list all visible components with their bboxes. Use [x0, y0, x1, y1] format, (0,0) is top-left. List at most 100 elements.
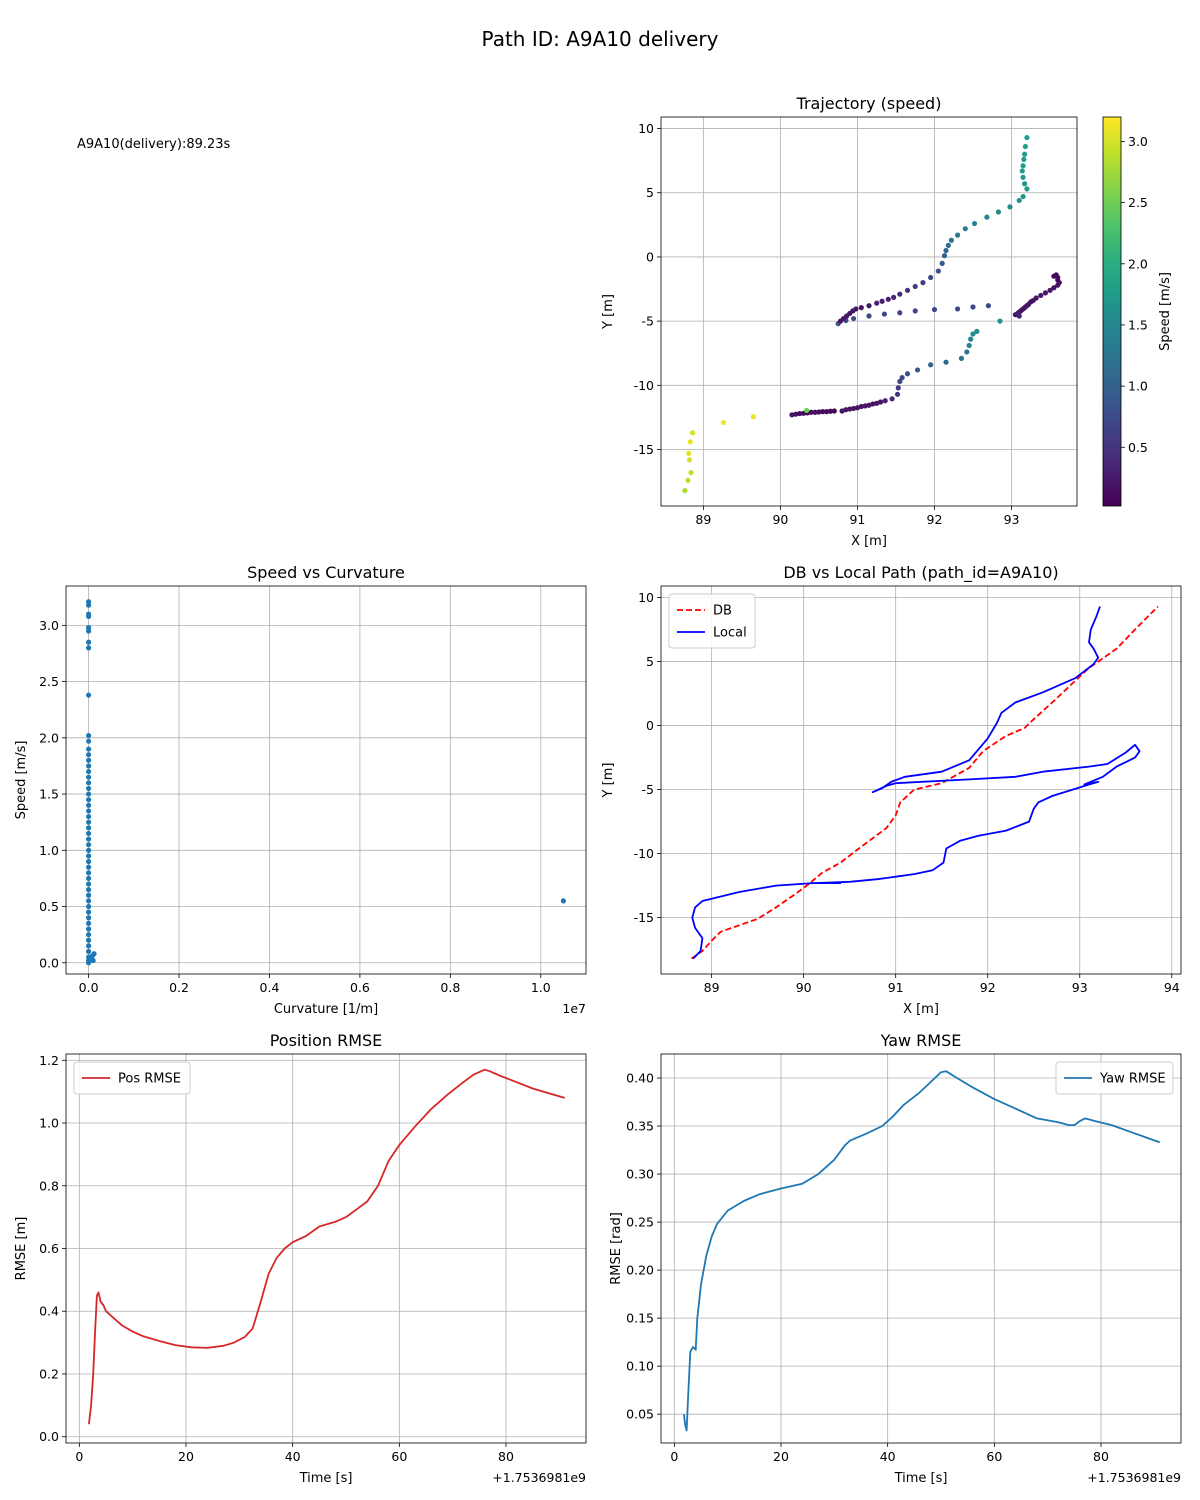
x-tick-label: 89	[704, 980, 720, 995]
data-point	[881, 311, 888, 317]
colorbar-tick-label: 0.5	[1128, 440, 1148, 455]
data-point	[687, 439, 693, 445]
legend-label: Local	[713, 626, 747, 641]
y-tick-label: 0.35	[626, 1119, 654, 1134]
axes-frame	[660, 116, 1078, 507]
x-axis-label: Curvature [1/m]	[274, 1002, 378, 1017]
data-point	[86, 898, 92, 904]
legend-label: Pos RMSE	[118, 1072, 181, 1087]
data-point	[877, 399, 884, 405]
data-point	[939, 260, 945, 266]
data-point	[858, 403, 864, 410]
data-point	[86, 785, 92, 792]
x-tick-label: 94	[1164, 980, 1180, 995]
data-point	[882, 398, 888, 404]
y-tick-label: 0	[646, 249, 654, 264]
data-point	[750, 414, 757, 420]
data-point	[86, 613, 92, 619]
data-point	[827, 408, 834, 414]
chart-title: Yaw RMSE	[880, 1031, 962, 1050]
data-point	[904, 287, 911, 293]
y-tick-label: 1.0	[39, 843, 59, 858]
y-tick-label: 0.6	[39, 1241, 59, 1256]
x-offset-text: +1.7536981e9	[1087, 1470, 1181, 1485]
x-tick-label: 0	[670, 1449, 678, 1464]
data-point	[686, 457, 693, 463]
y-tick-label: 5	[646, 654, 654, 669]
axes-frame	[65, 585, 587, 975]
chart-position_rmse: 0 20 40 60 80 1.2 1.0 0.8 0.6 0.4 0.2 0.0 Position R…	[14, 1031, 587, 1486]
data-point	[86, 738, 92, 744]
data-point	[86, 858, 92, 865]
colorbar-tick-label: 1.0	[1128, 379, 1148, 394]
data-point	[91, 951, 97, 957]
data-point	[920, 280, 926, 286]
legend-box	[668, 593, 756, 649]
data-point	[820, 409, 826, 415]
x-tick-label: 0.4	[260, 980, 280, 995]
y-tick-label: 5	[646, 185, 654, 200]
y-axis-label: Y [m]	[601, 763, 616, 799]
data-point	[962, 226, 968, 232]
data-point	[86, 732, 92, 739]
data-point	[874, 300, 880, 306]
data-point	[86, 797, 92, 803]
data-point	[971, 220, 978, 227]
data-point	[86, 768, 92, 775]
data-point	[86, 853, 92, 859]
data-point	[86, 943, 92, 949]
data-point	[86, 842, 92, 848]
data-point	[885, 296, 891, 302]
y-tick-label: -15	[634, 442, 654, 457]
data-point	[816, 409, 822, 415]
x-tick-label: 90	[796, 980, 812, 995]
data-point	[804, 407, 810, 413]
x-offset-text: +1.7536981e9	[492, 1470, 586, 1485]
x-axis-label: Time [s]	[299, 1471, 353, 1486]
x-tick-label: 0.8	[440, 980, 460, 995]
data-point	[862, 403, 868, 409]
x-tick-label: 92	[980, 980, 996, 995]
data-point	[1033, 295, 1039, 301]
data-point	[86, 932, 92, 938]
data-point	[1042, 290, 1049, 296]
data-point	[686, 450, 692, 456]
legend-label: Yaw RMSE	[1099, 1072, 1166, 1087]
data-point	[86, 813, 92, 820]
data-point	[86, 875, 92, 882]
chart-speed_curvature: 0.0 0.2 0.4 0.6 0.8 1.0 3.0 2.5 2.0 1.5 1.0 0.5 0.0 S…	[14, 563, 587, 1017]
data-point	[850, 405, 857, 412]
y-tick-label: -15	[634, 910, 654, 925]
legend: Pos RMSE	[73, 1061, 191, 1095]
data-point	[895, 385, 901, 391]
data-point	[86, 752, 92, 758]
data-point	[904, 371, 911, 377]
plots-container: 89 90 91 92 93 10 5 0 -5 -10 -15 Trajectory (speed)…	[14, 94, 1182, 1486]
y-tick-label: 1.2	[39, 1053, 59, 1068]
colorbar-label: Speed [m/s]	[1158, 272, 1173, 351]
data-point	[1047, 287, 1053, 293]
y-tick-label: 0.2	[39, 1366, 59, 1381]
data-point	[894, 391, 901, 397]
data-point	[870, 401, 876, 407]
legend: DB Local	[668, 593, 756, 649]
series-line-pos-rmse	[88, 1068, 565, 1425]
data-point	[86, 870, 92, 876]
data-point	[90, 957, 96, 964]
axes-frame	[660, 1053, 1182, 1444]
y-tick-label: 0.25	[626, 1215, 654, 1230]
summary-text: A9A10(delivery):89.23s	[77, 137, 231, 152]
colorbar-tick-label: 3.0	[1128, 134, 1148, 149]
data-point	[1051, 273, 1057, 279]
chart-trajectory: 89 90 91 92 93 10 5 0 -5 -10 -15 Trajectory (speed)…	[601, 94, 1173, 549]
figure-title: Path ID: A9A10 delivery	[482, 27, 719, 51]
data-point	[86, 602, 92, 608]
y-tick-label: -5	[642, 314, 654, 329]
data-point	[86, 920, 92, 926]
data-point	[86, 926, 92, 932]
data-point	[897, 291, 903, 297]
data-point	[866, 313, 872, 319]
colorbar-tick-label: 2.0	[1128, 256, 1148, 271]
x-tick-label: 40	[880, 1449, 896, 1464]
data-point	[966, 342, 972, 349]
